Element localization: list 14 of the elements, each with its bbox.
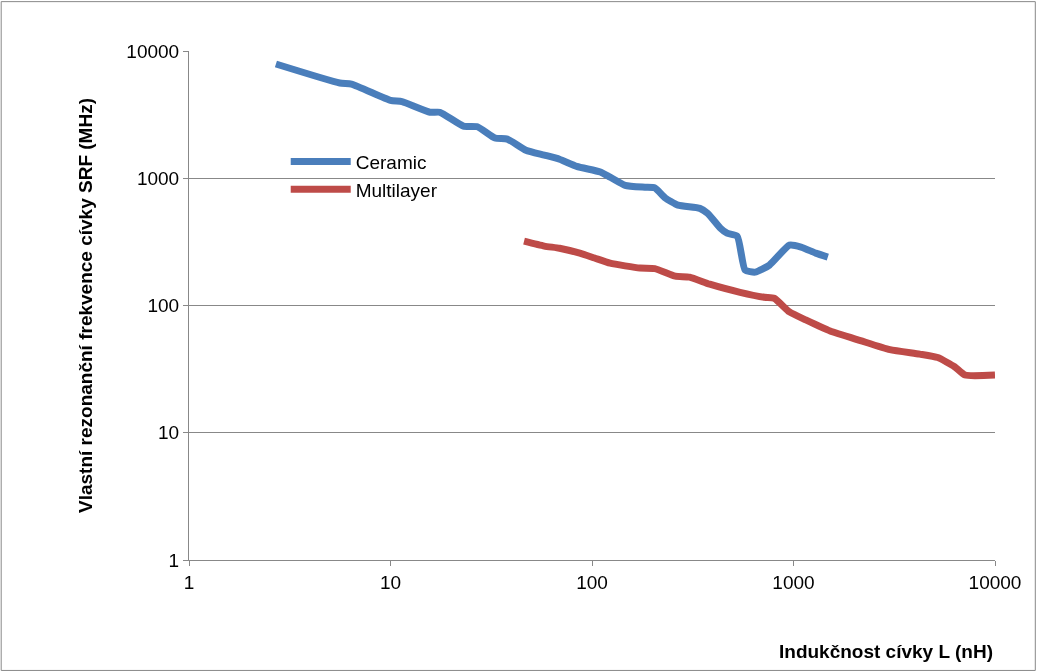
- x-tick-label: 1000: [772, 571, 815, 593]
- y-tick-label: 100: [147, 295, 180, 317]
- x-tick-label: 100: [576, 571, 608, 593]
- y-tick-label: 10: [158, 422, 180, 444]
- legend-label: Multilayer: [355, 179, 438, 201]
- y-tick-label: 1: [168, 549, 180, 571]
- x-tick-label: 1: [183, 571, 195, 593]
- x-tick-label: 10: [379, 571, 402, 593]
- y-tick-label: 10000: [126, 40, 180, 62]
- y-axis-title: Vlastní rezonanční frekvence cívky SRF (MHz): [75, 98, 97, 513]
- legend-label: Ceramic: [355, 151, 427, 173]
- y-tick-label: 1000: [136, 167, 180, 189]
- x-axis-title: Indukčnost cívky L (nH): [779, 641, 993, 662]
- x-tick-label: 10000: [968, 571, 1022, 593]
